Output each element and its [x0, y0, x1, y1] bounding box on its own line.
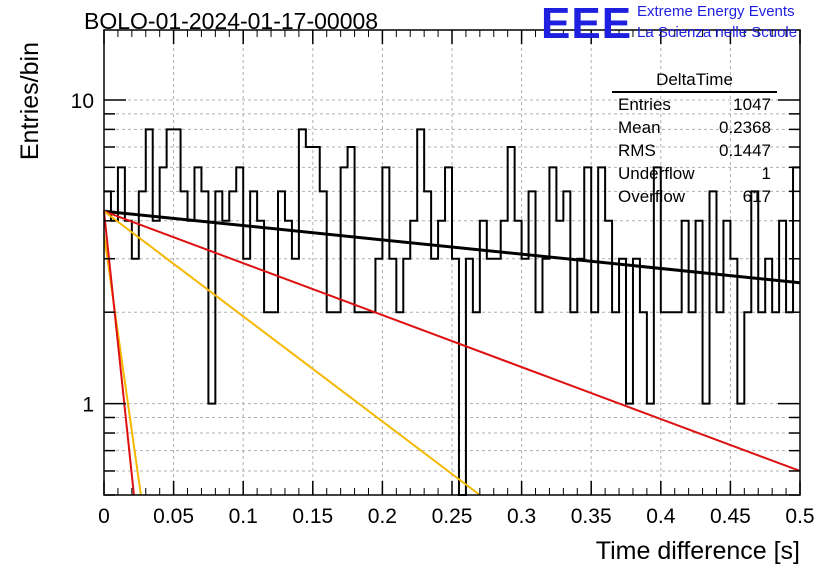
x-tick-label: 0.05: [153, 505, 194, 528]
stats-row-underflow: Underflow 1: [612, 162, 777, 185]
x-tick-label: 0.5: [785, 505, 814, 528]
stats-label: Mean: [618, 118, 661, 137]
fit-line-red: [103, 210, 801, 472]
y-tick-label: 10: [71, 90, 94, 113]
fit-line-yellow: [103, 234, 142, 496]
stats-row-rms: RMS 0.1447: [612, 139, 777, 162]
y-axis-title: Entries/bin: [16, 42, 44, 160]
logo-line-2: La Scienza nelle Scuole: [637, 24, 798, 41]
y-tick-label: 1: [82, 394, 94, 417]
x-tick-label: 0.3: [507, 505, 536, 528]
stats-label: RMS: [618, 141, 656, 160]
stats-value: 1047: [733, 95, 771, 114]
fit-line-red: [103, 211, 135, 496]
fit-line-black: [103, 209, 801, 285]
histogram-series: [104, 128, 800, 496]
x-tick-label: 0: [98, 505, 110, 528]
stats-title: DeltaTime: [612, 70, 777, 93]
stats-value: 0.1447: [719, 141, 771, 160]
stats-label: Overflow: [618, 187, 686, 206]
stats-row-entries: Entries 1047: [612, 93, 777, 116]
stats-box: DeltaTime Entries 1047 Mean 0.2368 RMS 0.1447…: [612, 70, 777, 208]
eee-logo: EEE: [541, 0, 633, 48]
x-tick-label: 0.45: [710, 505, 751, 528]
x-axis-title: Time difference [s]: [596, 537, 800, 565]
stats-label: Entries: [618, 95, 671, 114]
histogram-steps: [104, 128, 800, 496]
stats-value: 0.2368: [719, 118, 771, 137]
logo-line-1: Extreme Energy Events: [637, 3, 795, 20]
fit-lines: [103, 209, 801, 496]
stats-row-overflow: Overflow 617: [612, 185, 777, 208]
x-tick-label: 0.25: [432, 505, 473, 528]
stats-value: 1: [761, 164, 771, 183]
x-tick-label: 0.2: [368, 505, 397, 528]
stats-row-mean: Mean 0.2368: [612, 116, 777, 139]
stats-label: Underflow: [618, 164, 695, 183]
stats-value: 617: [742, 187, 771, 206]
fit-line-yellow: [103, 210, 481, 496]
x-tick-label: 0.1: [229, 505, 258, 528]
chart-title: BOLO-01-2024-01-17-00008: [84, 8, 379, 34]
x-tick-label: 0.35: [571, 505, 612, 528]
x-tick-label: 0.4: [646, 505, 676, 528]
axes: 0 0.05 0.1 0.15 0.2 0.25 0.3 0.35 0.4 0.45 0.5 1 10 T…: [16, 30, 815, 565]
x-tick-label: 0.15: [292, 505, 333, 528]
